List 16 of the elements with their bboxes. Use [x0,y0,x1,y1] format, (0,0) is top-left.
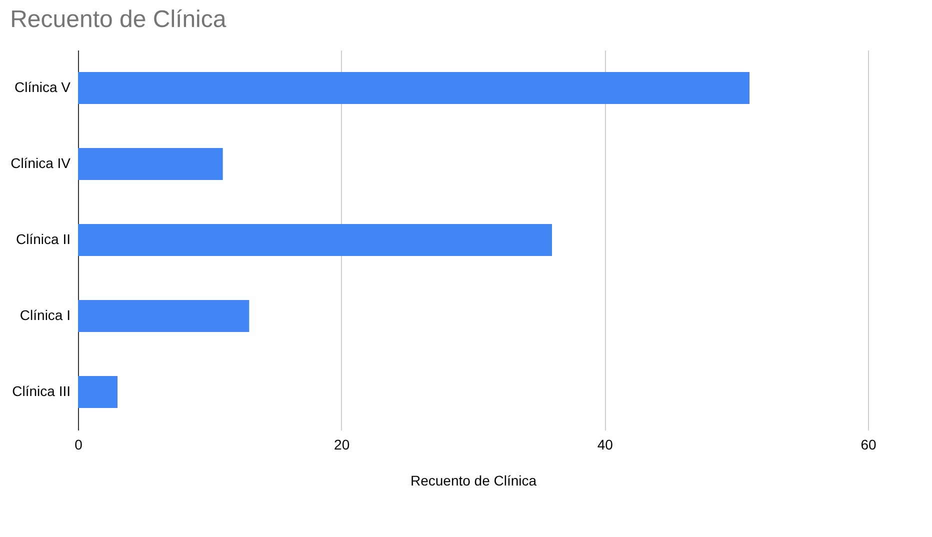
y-tick-label: Clínica IV [10,155,72,171]
bar [78,224,552,256]
bar [78,300,250,332]
bar [78,376,118,408]
y-tick-label: Clínica V [14,79,72,95]
chart-title: Recuento de Clínica [10,6,227,33]
bar [78,148,223,180]
y-tick-label: Clínica II [16,231,70,247]
x-tick-label: 20 [334,436,350,452]
y-tick-label: Clínica III [12,383,70,399]
x-tick-label: 60 [860,436,876,452]
bar [78,72,750,104]
y-tick-label: Clínica I [20,307,70,323]
x-tick-label: 40 [597,436,614,452]
x-axis-title: Recuento de Clínica [410,472,537,488]
x-tick-label: 0 [74,436,83,452]
